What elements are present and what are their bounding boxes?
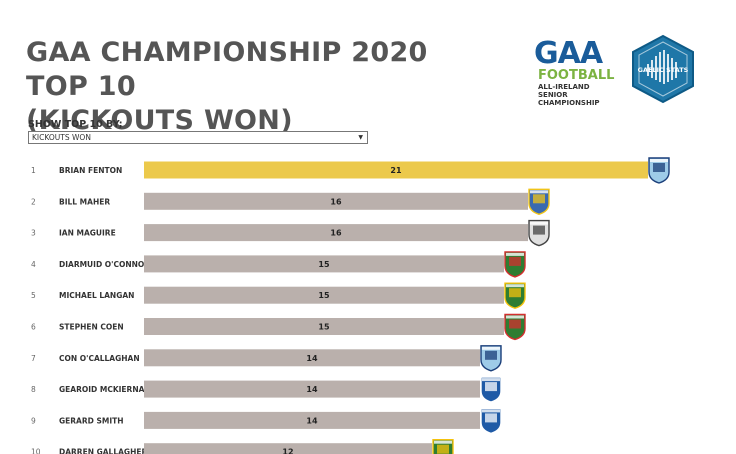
bar-value-label: 15: [318, 323, 330, 332]
gaa-football-logo: GAA FOOTBALL ALL-IRELAND SENIOR CHAMPION…: [532, 36, 614, 107]
player-name-label: CON O'CALLAGHAN: [59, 354, 140, 363]
dublin-crest-icon: [648, 157, 670, 184]
football-wordmark: FOOTBALL: [538, 68, 615, 83]
chart-title: GAA CHAMPIONSHIP 2020 TOP 10 (KICKOUTS W…: [26, 36, 496, 138]
rank-label: 10: [31, 448, 41, 454]
cavan-crest-icon: [480, 376, 502, 403]
metric-dropdown[interactable]: KICKOUTS WON ▼: [28, 131, 368, 144]
bar[interactable]: [144, 443, 432, 454]
mayo-crest-icon: [504, 313, 526, 341]
bar-value-label: 14: [306, 385, 318, 394]
bar-value-label: 21: [390, 166, 402, 175]
player-name-label: GERARD SMITH: [59, 416, 124, 425]
chevron-down-icon[interactable]: ▼: [358, 134, 363, 141]
gaelic-stats-logo: GAELIC STATS: [632, 34, 694, 104]
rank-label: 6: [31, 323, 36, 332]
filter-label: SHOW TOP 10 BY;: [28, 119, 123, 130]
rank-label: 3: [31, 229, 36, 238]
championship-wordmark: ALL-IRELAND SENIOR CHAMPIONSHIP: [538, 83, 608, 107]
championship-line-1: ALL-IRELAND SENIOR: [538, 83, 590, 99]
dublin-crest-icon: [480, 345, 502, 372]
bar-value-label: 15: [318, 260, 330, 269]
championship-line-2: CHAMPIONSHIP: [538, 99, 600, 107]
rank-label: 4: [31, 260, 36, 269]
bar-value-label: 15: [318, 291, 330, 300]
title-line-1: GAA CHAMPIONSHIP 2020 TOP 10: [26, 37, 428, 102]
player-name-label: DARREN GALLAGHER: [59, 448, 147, 454]
rank-label: 9: [31, 416, 36, 425]
rank-label: 7: [31, 354, 36, 363]
bar-value-label: 16: [330, 229, 342, 238]
rank-label: 2: [31, 197, 36, 206]
donegal-crest-icon: [432, 439, 454, 454]
player-name-label: GEAROID MCKIERNAN: [59, 385, 151, 394]
bar-value-label: 12: [282, 448, 293, 454]
bar[interactable]: [144, 192, 528, 210]
gaelic-stats-text: GAELIC STATS: [638, 66, 689, 74]
bar[interactable]: [144, 349, 480, 367]
bar[interactable]: [144, 411, 480, 429]
cavan-crest-icon: [480, 407, 502, 435]
player-name-label: BILL MAHER: [59, 197, 110, 206]
player-name-label: IAN MAGUIRE: [59, 229, 116, 238]
rank-label: 8: [31, 385, 36, 394]
bar[interactable]: [144, 318, 504, 335]
cork-crest-icon: [528, 219, 550, 247]
bar[interactable]: [144, 224, 528, 242]
bar[interactable]: [144, 255, 504, 273]
bar[interactable]: [144, 161, 648, 179]
player-name-label: MICHAEL LANGAN: [59, 291, 134, 300]
metric-dropdown-value: KICKOUTS WON: [32, 133, 91, 142]
bar[interactable]: [144, 380, 480, 398]
rank-label: 1: [31, 166, 36, 175]
player-name-label: BRIAN FENTON: [59, 166, 122, 175]
gaa-wordmark: GAA: [534, 36, 603, 71]
rank-label: 5: [31, 291, 36, 300]
player-name-label: DIARMUID O'CONNOR: [59, 260, 150, 269]
title-line-2: (KICKOUTS WON): [26, 105, 293, 136]
bar-value-label: 16: [330, 197, 342, 206]
bar-value-label: 14: [306, 416, 318, 425]
donegal-crest-icon: [504, 282, 526, 309]
kickouts-bar-chart: 1 BRIAN FENTON 212 BILL MAHER 163 IAN MAGUIRE…: [31, 157, 670, 454]
player-name-label: STEPHEN COEN: [59, 323, 124, 332]
bar[interactable]: [144, 286, 504, 304]
tipperary-crest-icon: [528, 188, 550, 216]
mayo-crest-icon: [504, 251, 526, 278]
bar-value-label: 14: [306, 354, 318, 363]
